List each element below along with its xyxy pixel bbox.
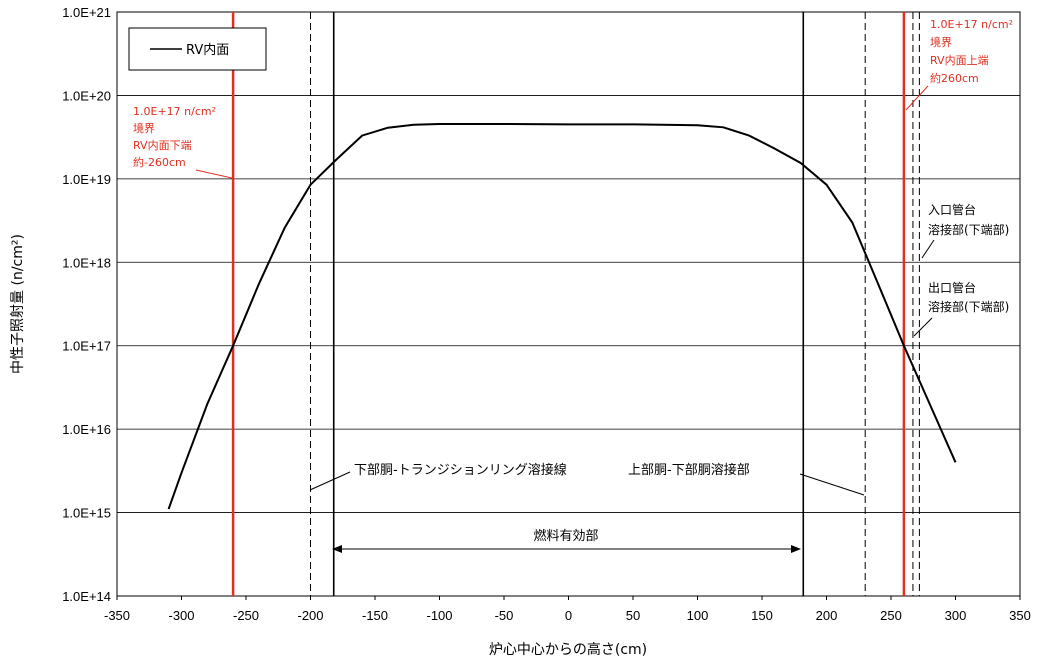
- annotation-lower-weld-leader: [309, 471, 351, 491]
- x-tick-label: 150: [751, 608, 773, 623]
- annotation-outlet-line2: 溶接部(下端部): [928, 299, 1009, 314]
- legend-label: RV内面: [186, 42, 229, 58]
- annotation-red-left-line3: RV内面下端: [133, 138, 192, 152]
- y-tick-labels: 1.0E+14 1.0E+15 1.0E+16 1.0E+17 1.0E+18 1.0E+…: [62, 5, 111, 604]
- x-tick-labels: -350 -300 -250 -200 -150 -100 -50 0 50 100 150 200 2…: [104, 608, 1031, 623]
- x-tick-label: -50: [495, 608, 514, 623]
- annotation-inlet-line2: 溶接部(下端部): [928, 222, 1009, 237]
- fuel-label: 燃料有効部: [533, 528, 598, 544]
- annotation-red-left-line2: 境界: [133, 121, 155, 135]
- annotation-outlet-leader: [913, 317, 933, 337]
- x-tick-label: -350: [104, 608, 130, 623]
- grid: [116, 95, 1021, 600]
- y-tick-label: 1.0E+17: [62, 339, 111, 354]
- x-tick-label: -250: [233, 608, 259, 623]
- y-tick-label: 1.0E+14: [62, 589, 111, 604]
- annotation-red-right-leader: [905, 85, 929, 111]
- annotation-red-left: 1.0E+17 n/cm² 境界 RV内面下端 約-260cm: [133, 105, 233, 179]
- annotation-inlet-line1: 入口管台: [928, 202, 976, 217]
- plot-area: [116, 11, 1021, 597]
- y-tick-label: 1.0E+20: [62, 88, 111, 103]
- annotation-red-right-line2: 境界: [930, 35, 952, 49]
- x-tick-label: -150: [362, 608, 388, 623]
- annotation-upper-weld: 上部胴-下部胴溶接部: [628, 462, 865, 496]
- y-tick-label: 1.0E+18: [62, 255, 111, 270]
- series-line-rv-inner: [167, 123, 957, 510]
- annotation-upper-weld-leader: [799, 473, 865, 496]
- x-tick-label: 100: [687, 608, 709, 623]
- x-tick-label: 0: [565, 608, 572, 623]
- annotation-inlet-leader: [921, 239, 935, 259]
- x-tick-label: 200: [816, 608, 838, 623]
- x-tick-label: 50: [626, 608, 640, 623]
- fuel-arrow-left-head: [332, 545, 342, 553]
- y-axis-title: 中性子照射量 (n/cm²): [10, 234, 26, 374]
- annotation-outlet: 出口管台 溶接部(下端部): [913, 280, 1009, 337]
- annotation-red-right-line3: RV内面上端: [930, 53, 989, 67]
- fuel-arrow-right-head: [791, 545, 801, 553]
- x-tick-label: 300: [945, 608, 967, 623]
- annotation-fuel: 燃料有効部: [332, 528, 801, 553]
- x-tick-label: 250: [880, 608, 902, 623]
- annotation-red-right: 1.0E+17 n/cm² 境界 RV内面上端 約260cm: [905, 18, 1013, 111]
- annotation-red-left-leader: [195, 169, 233, 179]
- y-tick-label: 1.0E+15: [62, 506, 111, 521]
- y-tick-label: 1.0E+21: [62, 5, 111, 20]
- annotation-lower-weld: 下部胴-トランジションリング溶接線: [309, 462, 567, 491]
- x-tick-label: -100: [426, 608, 452, 623]
- x-tick-label: -200: [297, 608, 323, 623]
- annotation-outlet-line1: 出口管台: [928, 280, 976, 295]
- annotation-red-left-line4: 約-260cm: [133, 155, 186, 169]
- vertical-markers: [231, 12, 920, 596]
- x-axis-title: 炉心中心からの高さ(cm): [489, 641, 647, 658]
- y-tick-label: 1.0E+19: [62, 172, 111, 187]
- legend: RV内面: [128, 27, 267, 71]
- annotation-red-right-line4: 約260cm: [930, 71, 979, 85]
- annotation-red-left-line1: 1.0E+17 n/cm²: [133, 105, 216, 118]
- y-tick-label: 1.0E+16: [62, 422, 111, 437]
- annotation-lower-weld-label: 下部胴-トランジションリング溶接線: [354, 462, 567, 478]
- x-tick-label: 350: [1009, 608, 1031, 623]
- annotation-inlet: 入口管台 溶接部(下端部): [921, 202, 1009, 259]
- annotation-upper-weld-label: 上部胴-下部胴溶接部: [628, 462, 750, 478]
- x-tick-label: -300: [168, 608, 194, 623]
- annotation-red-right-line1: 1.0E+17 n/cm²: [930, 18, 1013, 31]
